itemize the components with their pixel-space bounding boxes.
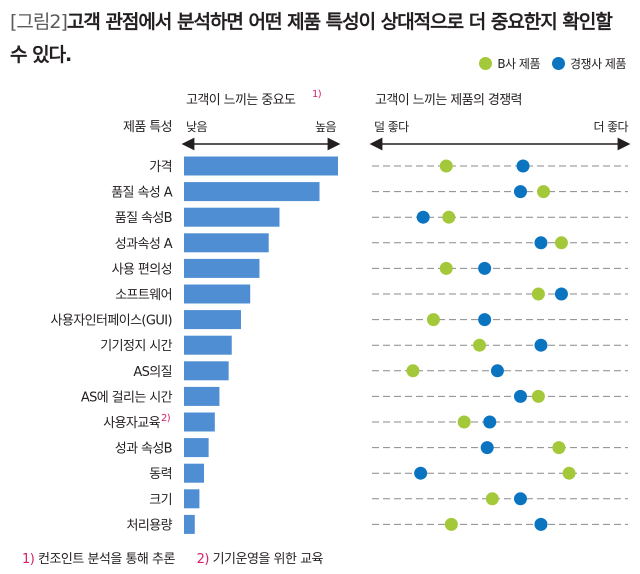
importance-bar: [184, 233, 269, 253]
b-product-point: [531, 287, 545, 301]
importance-bar: [184, 386, 220, 406]
legend-comp-marker: [551, 57, 565, 70]
category-label: 사용 편의성: [112, 262, 172, 277]
category-label: 사용자인터페이스(GUI): [51, 314, 172, 329]
legend-comp-label: 경쟁사 제품: [569, 57, 627, 71]
competitor-point: [534, 517, 548, 531]
importance-bar: [184, 412, 215, 432]
b-product-point: [537, 185, 551, 199]
competitor-point: [478, 313, 492, 327]
importance-bar: [184, 438, 209, 458]
category-label: 사용자교육: [103, 416, 160, 431]
importance-title: 고객이 느끼는 중요도: [186, 93, 296, 108]
b-product-point: [562, 466, 576, 480]
footnotes: 1) 컨조인트 분석을 통해 추론 2) 기기운영을 위한 교육: [22, 548, 341, 567]
competitor-point: [513, 492, 527, 506]
category-label: 품질 속성 A: [111, 186, 173, 201]
importance-bar: [184, 463, 205, 483]
importance-bar: [184, 310, 241, 330]
competitor-point: [490, 364, 504, 378]
b-product-point: [439, 261, 453, 275]
importance-bar: [184, 514, 195, 534]
legend-b-marker: [479, 57, 493, 70]
b-product-point: [473, 338, 487, 352]
importance-title-note: 1): [312, 89, 322, 100]
b-product-point: [426, 313, 440, 327]
b-product-point: [457, 415, 471, 429]
b-product-point: [531, 389, 545, 403]
importance-bar: [184, 156, 338, 176]
category-label: 품질 속성B: [115, 211, 172, 226]
competitor-point: [414, 466, 428, 480]
competitor-point: [516, 159, 530, 173]
figure-number: [그림2]: [10, 11, 68, 33]
legend: B사 제품 경쟁사 제품: [467, 55, 627, 72]
title-text: 고객 관점에서 분석하면 어떤 제품 특성이 상대적으로 더 중요한지 확인할 …: [10, 11, 613, 66]
importance-bar: [184, 489, 200, 509]
competitor-point: [534, 236, 548, 250]
importance-bar: [184, 258, 260, 278]
importance-bar: [184, 361, 229, 381]
competitor-point: [554, 287, 568, 301]
category-label: AS의질: [133, 365, 172, 380]
category-label: 소프트웨어: [115, 288, 172, 303]
competitor-point: [513, 185, 527, 199]
category-label: 크기: [149, 493, 172, 508]
footnote-2: 2) 기기운영을 위한 교육: [196, 552, 324, 567]
footnote-1: 1) 컨조인트 분석을 통해 추론: [22, 552, 175, 567]
b-product-point: [554, 236, 568, 250]
b-product-point: [485, 492, 499, 506]
importance-bar: [184, 335, 232, 355]
competitiveness-axis-high: 더 좋다: [593, 120, 628, 134]
b-product-point: [444, 517, 458, 531]
competitor-point: [483, 415, 497, 429]
legend-b-label: B사 제품: [497, 57, 540, 71]
category-label-note: 2): [161, 413, 171, 424]
b-product-point: [442, 210, 456, 224]
importance-axis-high: 높음: [315, 120, 336, 134]
competitor-point: [513, 389, 527, 403]
importance-axis-low: 낮음: [186, 120, 207, 134]
importance-bar: [184, 207, 280, 227]
competitor-point: [534, 338, 548, 352]
competitiveness-axis-low: 덜 좋다: [374, 120, 409, 134]
category-label: 기기정지 시간: [100, 339, 172, 354]
category-label: 동력: [149, 467, 172, 482]
category-label: 성과속성 A: [115, 237, 173, 252]
competitor-point: [480, 441, 494, 455]
category-label: 가격: [149, 160, 172, 175]
competitor-point: [478, 261, 492, 275]
b-product-point: [439, 159, 453, 173]
b-product-point: [406, 364, 420, 378]
category-label: AS에 걸리는 시간: [81, 390, 173, 405]
category-label: 처리용량: [127, 518, 173, 533]
competitiveness-title: 고객이 느끼는 제품의 경쟁력: [375, 93, 522, 108]
category-header: 제품 특성: [123, 120, 172, 135]
b-product-point: [552, 441, 566, 455]
importance-bar: [184, 182, 320, 202]
importance-bar: [184, 284, 251, 304]
competitor-point: [416, 210, 430, 224]
category-label: 성과 속성B: [115, 442, 172, 457]
chart-title: [그림2]고객 관점에서 분석하면 어떤 제품 특성이 상대적으로 더 중요한지…: [10, 6, 630, 72]
